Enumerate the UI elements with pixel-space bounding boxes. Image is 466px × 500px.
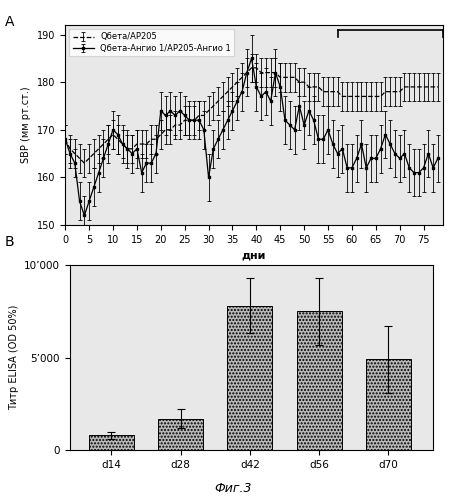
Text: Фиг.3: Фиг.3 (214, 482, 252, 495)
Legend: Qбета/AP205, Qбета-Ангио 1/AP205-Ангио 1: Qбета/AP205, Qбета-Ангио 1/AP205-Ангио 1 (69, 29, 234, 56)
Bar (297, 311, 342, 450)
Bar (366, 360, 411, 450)
Y-axis label: Титр ELISA (OD 50%): Титр ELISA (OD 50%) (9, 305, 19, 410)
Text: B: B (5, 235, 14, 249)
X-axis label: дни: дни (242, 250, 266, 260)
Text: A: A (5, 15, 14, 29)
Bar (158, 418, 203, 450)
Y-axis label: SBP (мм рт.ст.): SBP (мм рт.ст.) (21, 86, 32, 164)
Bar (227, 306, 273, 450)
Bar (89, 435, 134, 450)
